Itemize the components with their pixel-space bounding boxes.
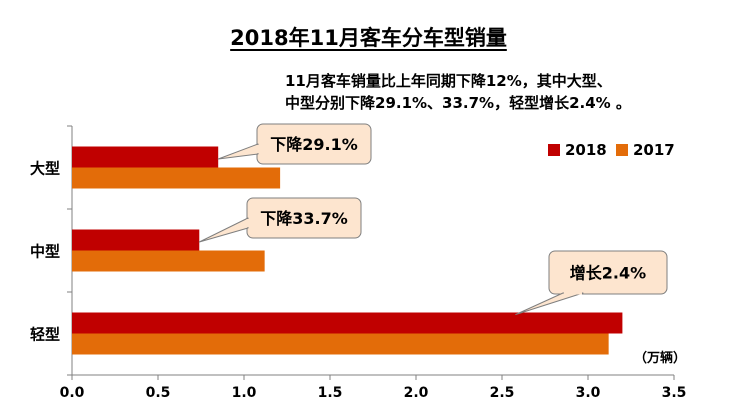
bar-2017-2: [72, 333, 609, 355]
callout-text-1: 下降33.7%: [260, 209, 348, 228]
x-tick-label: 1.5: [318, 385, 343, 401]
x-tick-label: 1.0: [232, 385, 257, 401]
chart-title: 2018年11月客车分车型销量: [0, 22, 737, 52]
x-tick-label: 3.5: [662, 385, 687, 401]
callout-pointer-1: [198, 217, 249, 243]
bar-2018-0: [72, 146, 219, 168]
category-label: 轻型: [30, 326, 60, 344]
legend-swatch-2018: [548, 144, 560, 156]
bar-2017-1: [72, 250, 265, 272]
x-tick-label: 3.0: [576, 385, 601, 401]
x-tick-label: 2.5: [490, 385, 515, 401]
subtitle-line-1: 11月客车销量比上年同期下降12%，其中大型、: [285, 72, 612, 90]
x-tick-label: 0.0: [60, 385, 85, 401]
bar-2018-2: [72, 312, 623, 334]
bar-2018-1: [72, 229, 200, 251]
callout-pointer-2: [515, 292, 584, 315]
chart-subtitle: 11月客车销量比上年同期下降12%，其中大型、 中型分别下降29.1%、33.7…: [285, 70, 631, 114]
legend-label-2017: 2017: [633, 141, 675, 159]
subtitle-line-2: 中型分别下降29.1%、33.7%，轻型增长2.4% 。: [285, 94, 631, 112]
category-label: 中型: [30, 243, 60, 261]
unit-label: （万辆）: [634, 350, 686, 366]
bar-2017-0: [72, 167, 281, 189]
x-tick-label: 0.5: [146, 385, 171, 401]
callout-pointer-0: [217, 143, 259, 160]
x-tick-label: 2.0: [404, 385, 429, 401]
callout-text-2: 增长2.4%: [570, 264, 646, 283]
chart-title-text: 2018年11月客车分车型销量: [230, 26, 507, 50]
category-label: 大型: [30, 160, 60, 178]
callout-box-2: [548, 250, 668, 295]
callout-text-0: 下降29.1%: [270, 135, 358, 154]
legend-swatch-2017: [616, 144, 628, 156]
legend-label-2018: 2018: [565, 141, 607, 159]
